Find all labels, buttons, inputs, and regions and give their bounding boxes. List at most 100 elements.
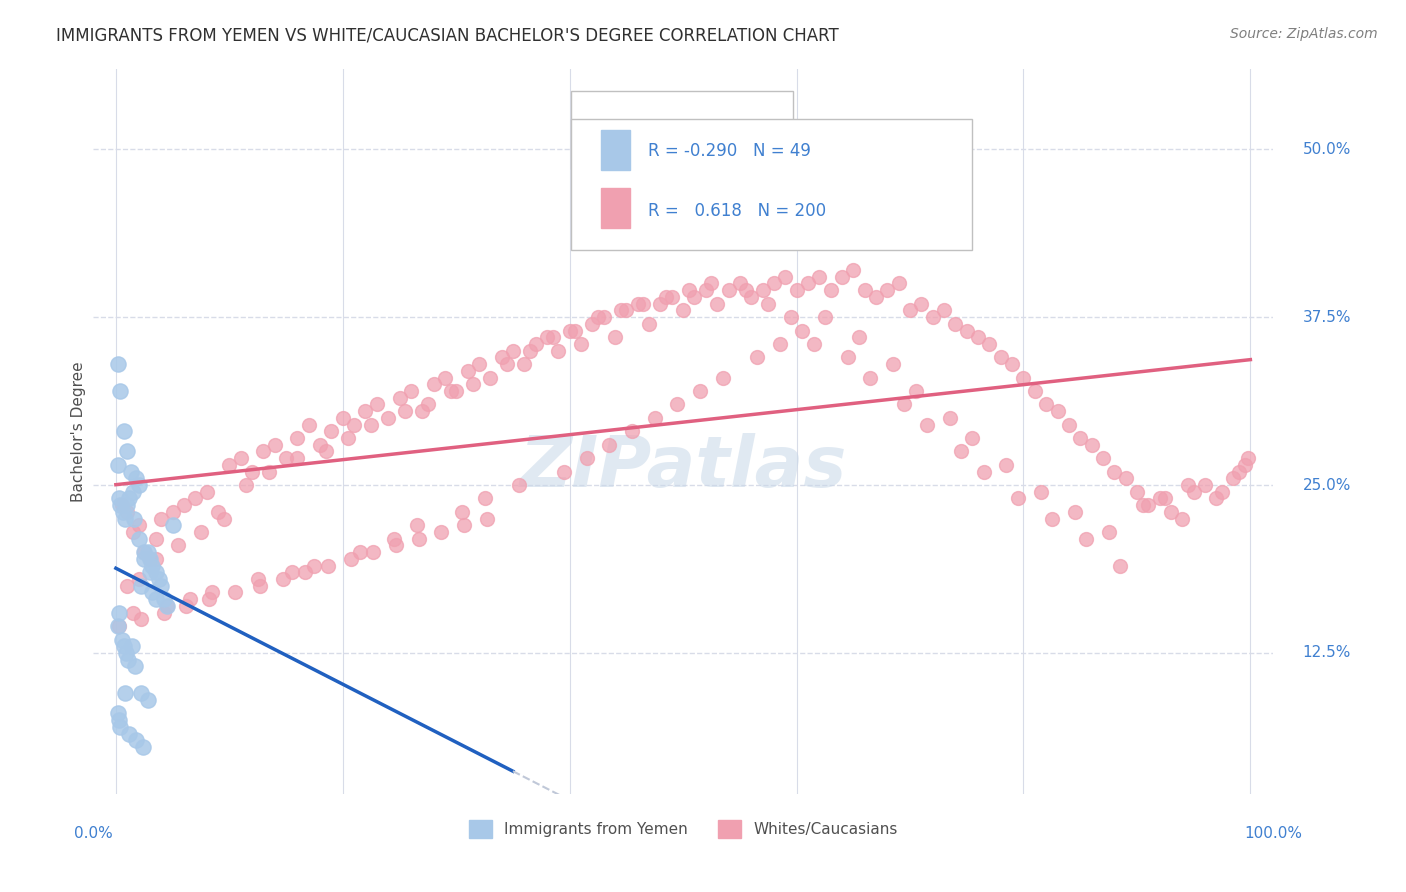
Point: [156, 599, 179, 613]
Text: R = -0.290   N = 49: R = -0.290 N = 49: [648, 142, 811, 160]
Point: [145, 566, 167, 580]
Point: [274, 451, 297, 466]
Point: [339, 552, 361, 566]
Point: [444, 384, 467, 398]
Point: [853, 283, 876, 297]
Point: [110, 498, 132, 512]
Point: [773, 269, 796, 284]
Point: [394, 404, 416, 418]
Point: [128, 572, 150, 586]
Point: [360, 417, 382, 432]
Point: [1177, 478, 1199, 492]
Text: R =   0.618   N = 200: R = 0.618 N = 200: [648, 202, 825, 220]
Point: [129, 579, 152, 593]
Point: [235, 478, 257, 492]
Point: [508, 478, 530, 492]
Point: [979, 337, 1001, 351]
Point: [112, 639, 135, 653]
Point: [309, 438, 332, 452]
Point: [107, 706, 129, 721]
Point: [246, 572, 269, 586]
Point: [638, 317, 661, 331]
Point: [463, 377, 485, 392]
Point: [627, 296, 650, 310]
Point: [408, 532, 430, 546]
Point: [1102, 465, 1125, 479]
Point: [122, 484, 145, 499]
Point: [950, 444, 973, 458]
Point: [150, 511, 173, 525]
Point: [859, 370, 882, 384]
Point: [762, 277, 785, 291]
Point: [558, 324, 581, 338]
Point: [125, 471, 148, 485]
Point: [1126, 484, 1149, 499]
Point: [1097, 524, 1119, 539]
Point: [904, 384, 927, 398]
Point: [139, 552, 162, 566]
Point: [893, 397, 915, 411]
Point: [541, 330, 564, 344]
Point: [162, 518, 184, 533]
Point: [111, 505, 134, 519]
Point: [457, 364, 479, 378]
Point: [1007, 491, 1029, 506]
FancyBboxPatch shape: [571, 120, 972, 250]
Point: [882, 357, 904, 371]
Point: [115, 498, 138, 512]
Point: [1046, 404, 1069, 418]
Point: [865, 290, 887, 304]
Point: [945, 317, 967, 331]
Point: [1029, 484, 1052, 499]
Point: [271, 572, 294, 586]
Point: [1035, 397, 1057, 411]
Point: [141, 585, 163, 599]
Point: [842, 263, 865, 277]
Point: [592, 310, 614, 324]
Text: IMMIGRANTS FROM YEMEN VS WHITE/CAUCASIAN BACHELOR'S DEGREE CORRELATION CHART: IMMIGRANTS FROM YEMEN VS WHITE/CAUCASIAN…: [56, 27, 839, 45]
Point: [603, 330, 626, 344]
Point: [792, 324, 814, 338]
Point: [321, 424, 343, 438]
Point: [115, 505, 138, 519]
Text: 37.5%: 37.5%: [1302, 310, 1351, 325]
Point: [575, 451, 598, 466]
Point: [586, 310, 609, 324]
Point: [633, 296, 655, 310]
Point: [249, 579, 271, 593]
Point: [298, 417, 321, 432]
Point: [451, 505, 474, 519]
Point: [910, 296, 932, 310]
Point: [139, 552, 162, 566]
Point: [1069, 431, 1091, 445]
Point: [120, 465, 142, 479]
Point: [354, 404, 377, 418]
Point: [195, 484, 218, 499]
Point: [118, 726, 141, 740]
Point: [1222, 471, 1244, 485]
Point: [1001, 357, 1024, 371]
Point: [479, 370, 502, 384]
Point: [343, 417, 366, 432]
Point: [876, 283, 898, 297]
Point: [433, 370, 456, 384]
Point: [129, 686, 152, 700]
Point: [1080, 438, 1102, 452]
Point: [134, 552, 156, 566]
Point: [108, 619, 131, 633]
Point: [661, 290, 683, 304]
Point: [148, 572, 170, 586]
Point: [349, 545, 371, 559]
Point: [1233, 458, 1256, 472]
Point: [416, 397, 439, 411]
Point: [110, 384, 132, 398]
Point: [118, 491, 141, 506]
Point: [385, 539, 408, 553]
Point: [132, 739, 155, 754]
Point: [780, 310, 803, 324]
Point: [134, 545, 156, 559]
Point: [689, 384, 711, 398]
Point: [114, 686, 136, 700]
Point: [644, 410, 666, 425]
Point: [956, 324, 979, 338]
